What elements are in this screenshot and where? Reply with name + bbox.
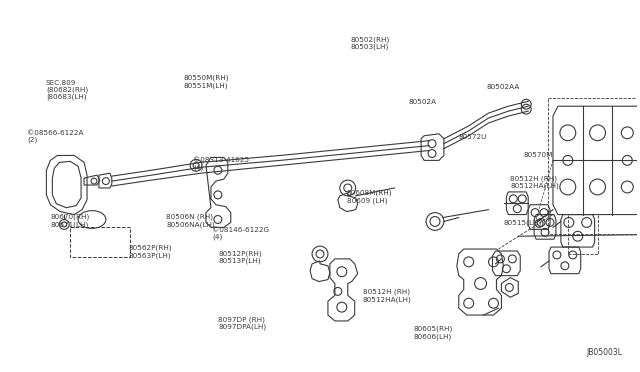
Text: 80502AA: 80502AA — [486, 84, 520, 90]
Text: 80502A: 80502A — [409, 99, 437, 105]
Text: 80512H (RH)
80512HA(LH): 80512H (RH) 80512HA(LH) — [510, 175, 559, 189]
Text: 80670(RH)
80671(LH): 80670(RH) 80671(LH) — [51, 214, 90, 228]
Text: ©08146-6122G
(4): ©08146-6122G (4) — [212, 227, 269, 240]
Text: JB05003L: JB05003L — [586, 349, 622, 357]
Text: 80506N (RH)
80506NA(LH): 80506N (RH) 80506NA(LH) — [166, 214, 215, 228]
Text: ©08313-41625
(4): ©08313-41625 (4) — [193, 157, 249, 171]
Text: ©08566-6122A
(2): ©08566-6122A (2) — [27, 130, 83, 143]
Text: 80562P(RH)
80563P(LH): 80562P(RH) 80563P(LH) — [129, 245, 172, 259]
Text: 80608M(RH)
80609 (LH): 80608M(RH) 80609 (LH) — [347, 190, 392, 204]
Text: 80550M(RH)
80551M(LH): 80550M(RH) 80551M(LH) — [184, 74, 229, 89]
Text: 80502(RH)
80503(LH): 80502(RH) 80503(LH) — [351, 36, 390, 50]
Text: 80572U: 80572U — [458, 134, 486, 140]
Text: 80512P(RH)
80513P(LH): 80512P(RH) 80513P(LH) — [218, 250, 262, 264]
Text: 80605(RH)
80606(LH): 80605(RH) 80606(LH) — [414, 326, 453, 340]
Text: 8097DP (RH)
8097DPA(LH): 8097DP (RH) 8097DPA(LH) — [218, 317, 267, 330]
Text: 80515(LH): 80515(LH) — [504, 219, 542, 226]
Text: 80570M: 80570M — [523, 152, 552, 158]
Text: 80512H (RH)
80512HA(LH): 80512H (RH) 80512HA(LH) — [362, 289, 412, 303]
Text: SEC.809
(80682(RH)
|80683(LH): SEC.809 (80682(RH) |80683(LH) — [46, 80, 88, 102]
